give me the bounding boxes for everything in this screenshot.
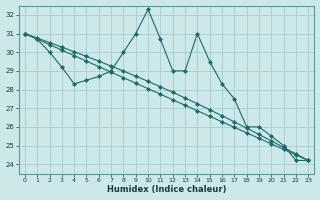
X-axis label: Humidex (Indice chaleur): Humidex (Indice chaleur)	[107, 185, 226, 194]
